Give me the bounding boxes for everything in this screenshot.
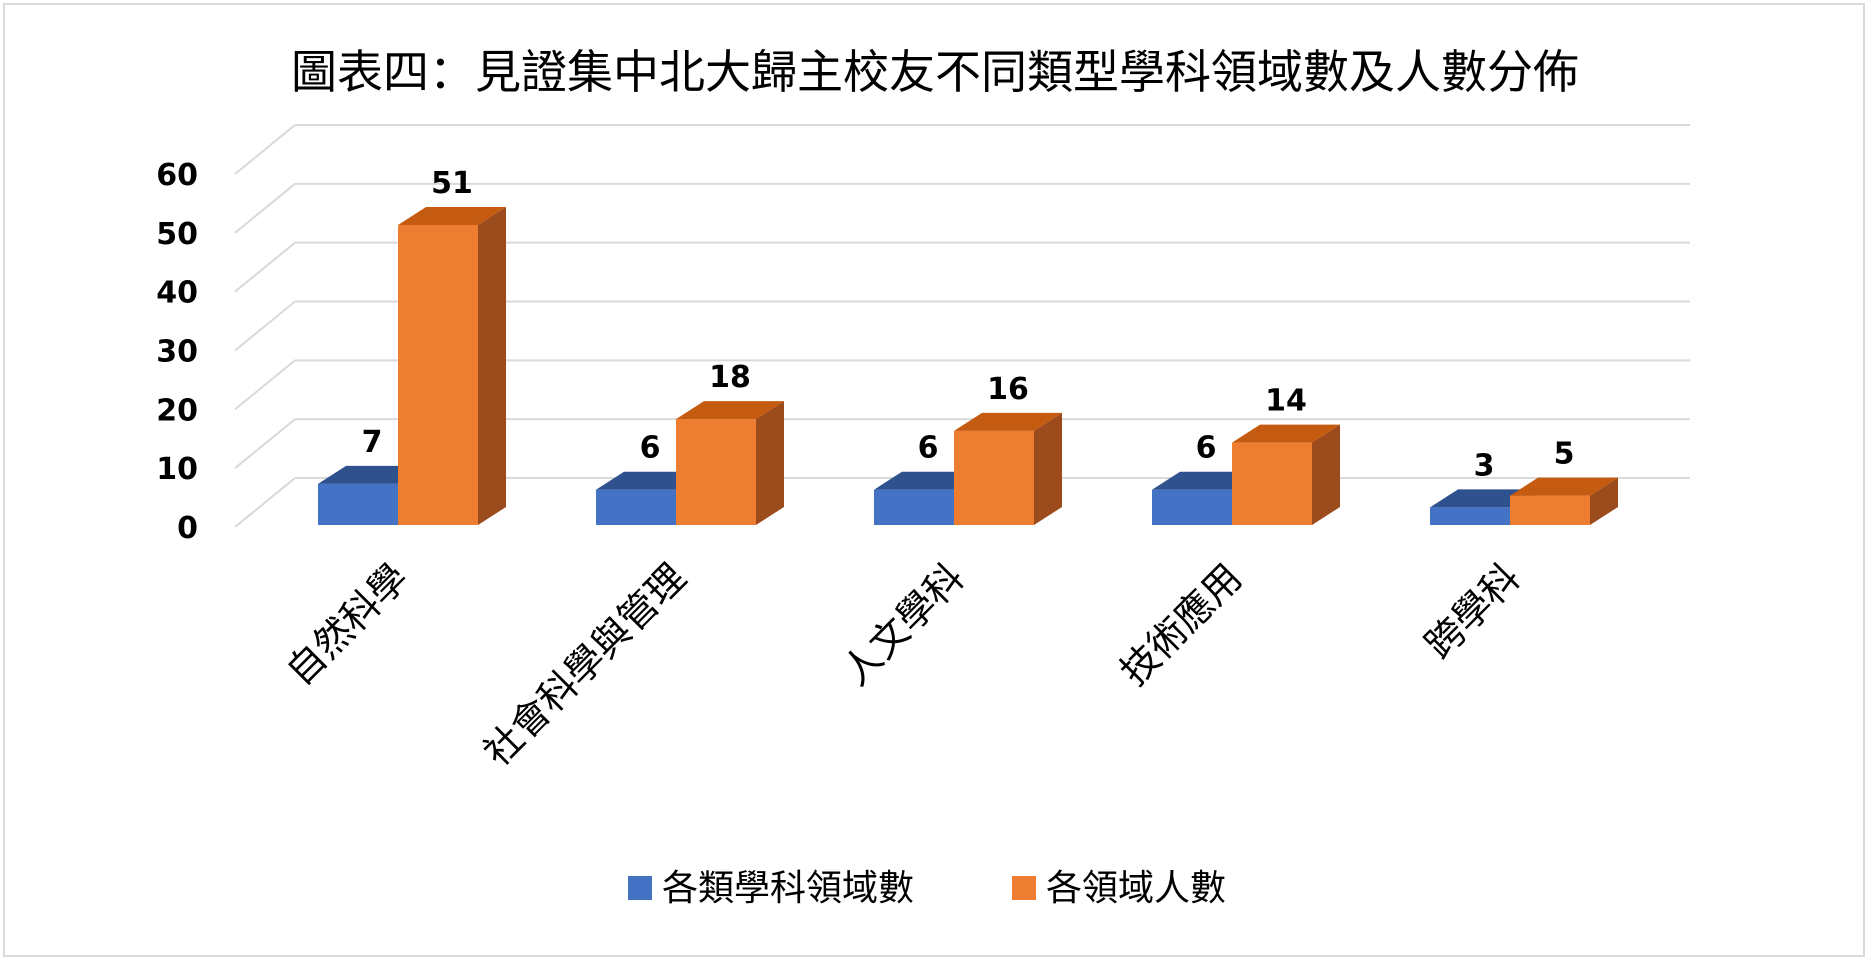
legend-label: 各類學科領域數 <box>662 868 914 909</box>
y-axis: 0 10 20 30 40 50 60 <box>156 158 198 546</box>
y-tick-label: 10 <box>156 452 198 487</box>
data-label: 16 <box>987 372 1029 407</box>
bar <box>1232 442 1312 525</box>
y-tick-label: 0 <box>177 511 198 546</box>
x-tick-label: 人文學科 <box>834 555 973 694</box>
bar-side <box>1590 477 1618 525</box>
data-label: 6 <box>918 431 939 466</box>
bar-side <box>478 206 506 525</box>
bar-side <box>1312 424 1340 525</box>
y-tick-label: 40 <box>156 276 198 311</box>
x-tick-label: 跨學科 <box>1417 555 1529 667</box>
bar <box>1510 495 1590 525</box>
legend-swatch <box>1012 876 1036 900</box>
data-label: 6 <box>640 431 661 466</box>
data-label: 18 <box>709 360 751 395</box>
bar <box>398 224 478 525</box>
legend-label: 各領域人數 <box>1046 868 1226 909</box>
bar-top <box>398 206 506 225</box>
y-tick-label: 30 <box>156 335 198 370</box>
bar-top <box>676 401 784 420</box>
grid-layer <box>234 124 1690 528</box>
data-label: 5 <box>1554 437 1575 472</box>
x-tick-label: 社會科學與管理 <box>475 555 694 774</box>
y-tick-label: 50 <box>156 217 198 252</box>
bar <box>1152 489 1232 525</box>
gridline-diagonal <box>234 418 296 469</box>
bar-side <box>756 401 784 525</box>
data-labels-layer: 7 51 6 18 6 16 6 14 3 5 <box>362 166 1575 483</box>
data-label: 3 <box>1474 448 1495 483</box>
gridline-diagonal <box>234 183 296 234</box>
x-tick-label: 自然科學 <box>278 555 417 694</box>
bar <box>954 430 1034 525</box>
x-axis: 自然科學 社會科學與管理 人文學科 技術應用 跨學科 <box>278 555 1529 774</box>
data-label: 51 <box>431 166 473 201</box>
y-tick-label: 20 <box>156 393 198 428</box>
bar <box>874 489 954 525</box>
bar-top <box>954 412 1062 431</box>
data-label: 6 <box>1196 431 1217 466</box>
bar <box>676 419 756 525</box>
chart-title: 圖表四：見證集中北大歸主校友不同類型學科領域數及人數分佈 <box>291 45 1579 99</box>
gridline-diagonal <box>234 359 296 411</box>
data-label: 14 <box>1265 384 1307 419</box>
data-label: 7 <box>362 425 383 460</box>
legend-swatch <box>628 876 652 900</box>
bars-layer <box>318 206 1618 525</box>
gridline-diagonal <box>234 124 296 175</box>
bar <box>596 489 676 525</box>
bar-top <box>1232 424 1340 443</box>
bar <box>318 483 398 525</box>
gridline-diagonal <box>234 241 296 293</box>
gridline-diagonal <box>234 477 296 528</box>
y-tick-label: 60 <box>156 158 198 193</box>
bar-side <box>1034 412 1062 525</box>
gridline-diagonal <box>234 300 296 352</box>
x-tick-label: 技術應用 <box>1112 555 1251 694</box>
legend: 各類學科領域數 各領域人數 <box>628 868 1226 909</box>
bar <box>1430 507 1510 525</box>
bar-top <box>1510 477 1618 496</box>
